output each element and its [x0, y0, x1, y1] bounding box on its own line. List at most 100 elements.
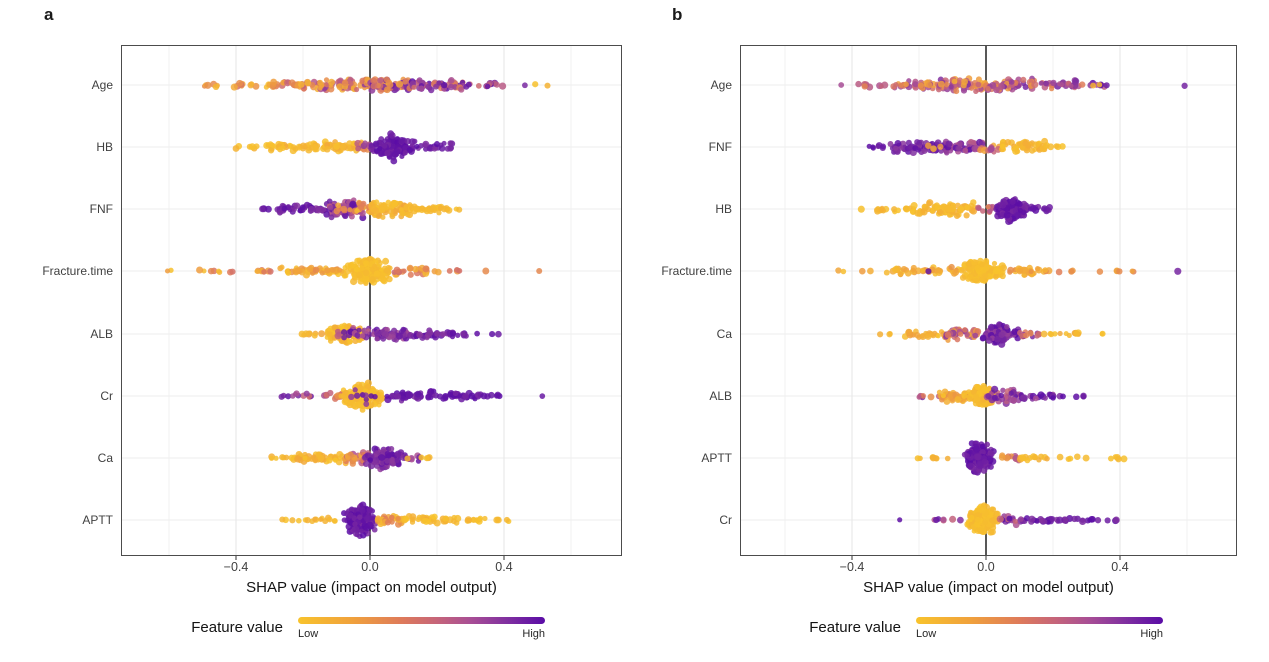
data-point: [948, 84, 954, 90]
data-point: [306, 265, 314, 273]
data-point: [988, 450, 995, 457]
data-point: [302, 455, 308, 461]
data-point: [414, 143, 420, 149]
data-point: [384, 149, 391, 157]
data-point: [1042, 267, 1049, 274]
data-point: [1056, 516, 1064, 524]
data-point: [1035, 330, 1043, 338]
data-point: [384, 457, 391, 464]
data-point: [383, 76, 390, 83]
data-point: [866, 83, 874, 91]
data-point: [989, 517, 996, 524]
data-point: [937, 143, 944, 150]
data-point: [302, 330, 310, 338]
data-point: [1016, 141, 1022, 147]
legend-high-label-b: High: [1140, 628, 1163, 640]
data-point: [905, 328, 912, 336]
x-axis-title-b: SHAP value (impact on model output): [863, 579, 1114, 596]
data-point: [1048, 85, 1055, 92]
data-point: [311, 143, 319, 151]
data-point: [964, 204, 970, 211]
data-point: [878, 83, 884, 89]
data-point: [1029, 147, 1036, 154]
data-point: [974, 516, 981, 523]
data-point: [331, 517, 338, 524]
data-point: [1042, 519, 1048, 525]
data-point: [840, 268, 847, 275]
data-point: [1046, 207, 1052, 213]
y-axis-label-ALB: ALB: [709, 389, 732, 403]
data-point: [957, 331, 964, 337]
data-point: [974, 453, 982, 461]
data-point: [1007, 266, 1014, 274]
data-point: [449, 330, 457, 337]
data-point: [327, 205, 334, 211]
data-point: [431, 145, 438, 152]
data-point: [446, 267, 453, 274]
data-point: [338, 323, 345, 330]
data-point: [373, 147, 380, 154]
data-point: [455, 332, 461, 338]
data-point: [323, 145, 331, 153]
data-point: [989, 81, 997, 90]
data-point: [347, 512, 354, 519]
y-axis-label-HB: HB: [715, 202, 732, 216]
data-point: [362, 277, 370, 285]
data-point: [957, 141, 963, 147]
data-point: [312, 457, 318, 464]
data-point: [482, 267, 490, 275]
data-point: [1068, 83, 1074, 89]
data-point: [861, 83, 868, 90]
data-point: [436, 80, 442, 86]
data-point: [317, 454, 325, 462]
data-point: [273, 455, 279, 461]
beeswarm-row-ALB: [916, 383, 1087, 408]
data-point: [1028, 515, 1036, 523]
data-point: [1020, 394, 1028, 402]
data-point: [368, 142, 375, 149]
data-point: [883, 269, 890, 276]
data-point: [359, 333, 366, 339]
data-point: [1088, 516, 1095, 523]
data-point: [963, 212, 970, 219]
data-point: [1073, 393, 1080, 401]
data-point: [383, 204, 391, 211]
data-point: [993, 267, 1001, 275]
plot-border: [740, 45, 1237, 556]
data-point: [395, 332, 403, 340]
data-point: [944, 331, 952, 339]
data-point: [1034, 266, 1041, 272]
beeswarm-row-Cr: [897, 502, 1120, 536]
data-point: [1057, 330, 1063, 337]
data-point: [980, 334, 987, 342]
data-point: [418, 85, 425, 92]
data-point: [927, 393, 935, 401]
data-point: [281, 205, 288, 212]
data-point: [1018, 516, 1024, 522]
data-point: [1021, 272, 1027, 278]
legend-title-a: Feature value: [191, 619, 283, 636]
data-point: [895, 207, 901, 214]
legend-gradient-bar-b: [916, 617, 1163, 624]
data-point: [962, 147, 969, 154]
data-point: [404, 211, 411, 218]
data-point: [426, 329, 434, 336]
data-point: [985, 85, 991, 92]
y-axis-label-Fracture.time: Fracture.time: [661, 264, 732, 278]
data-point: [943, 397, 951, 405]
data-point: [352, 387, 358, 393]
data-point: [975, 81, 982, 88]
data-point: [988, 325, 995, 331]
data-point: [436, 210, 442, 216]
data-point: [354, 332, 361, 339]
data-point: [919, 333, 927, 340]
data-point: [964, 332, 970, 338]
data-point: [966, 462, 974, 470]
data-point: [488, 391, 495, 399]
data-point: [903, 81, 909, 88]
data-point: [328, 78, 335, 86]
data-point: [539, 393, 546, 399]
data-point: [894, 140, 902, 147]
data-point: [388, 446, 395, 452]
data-point: [164, 268, 171, 274]
